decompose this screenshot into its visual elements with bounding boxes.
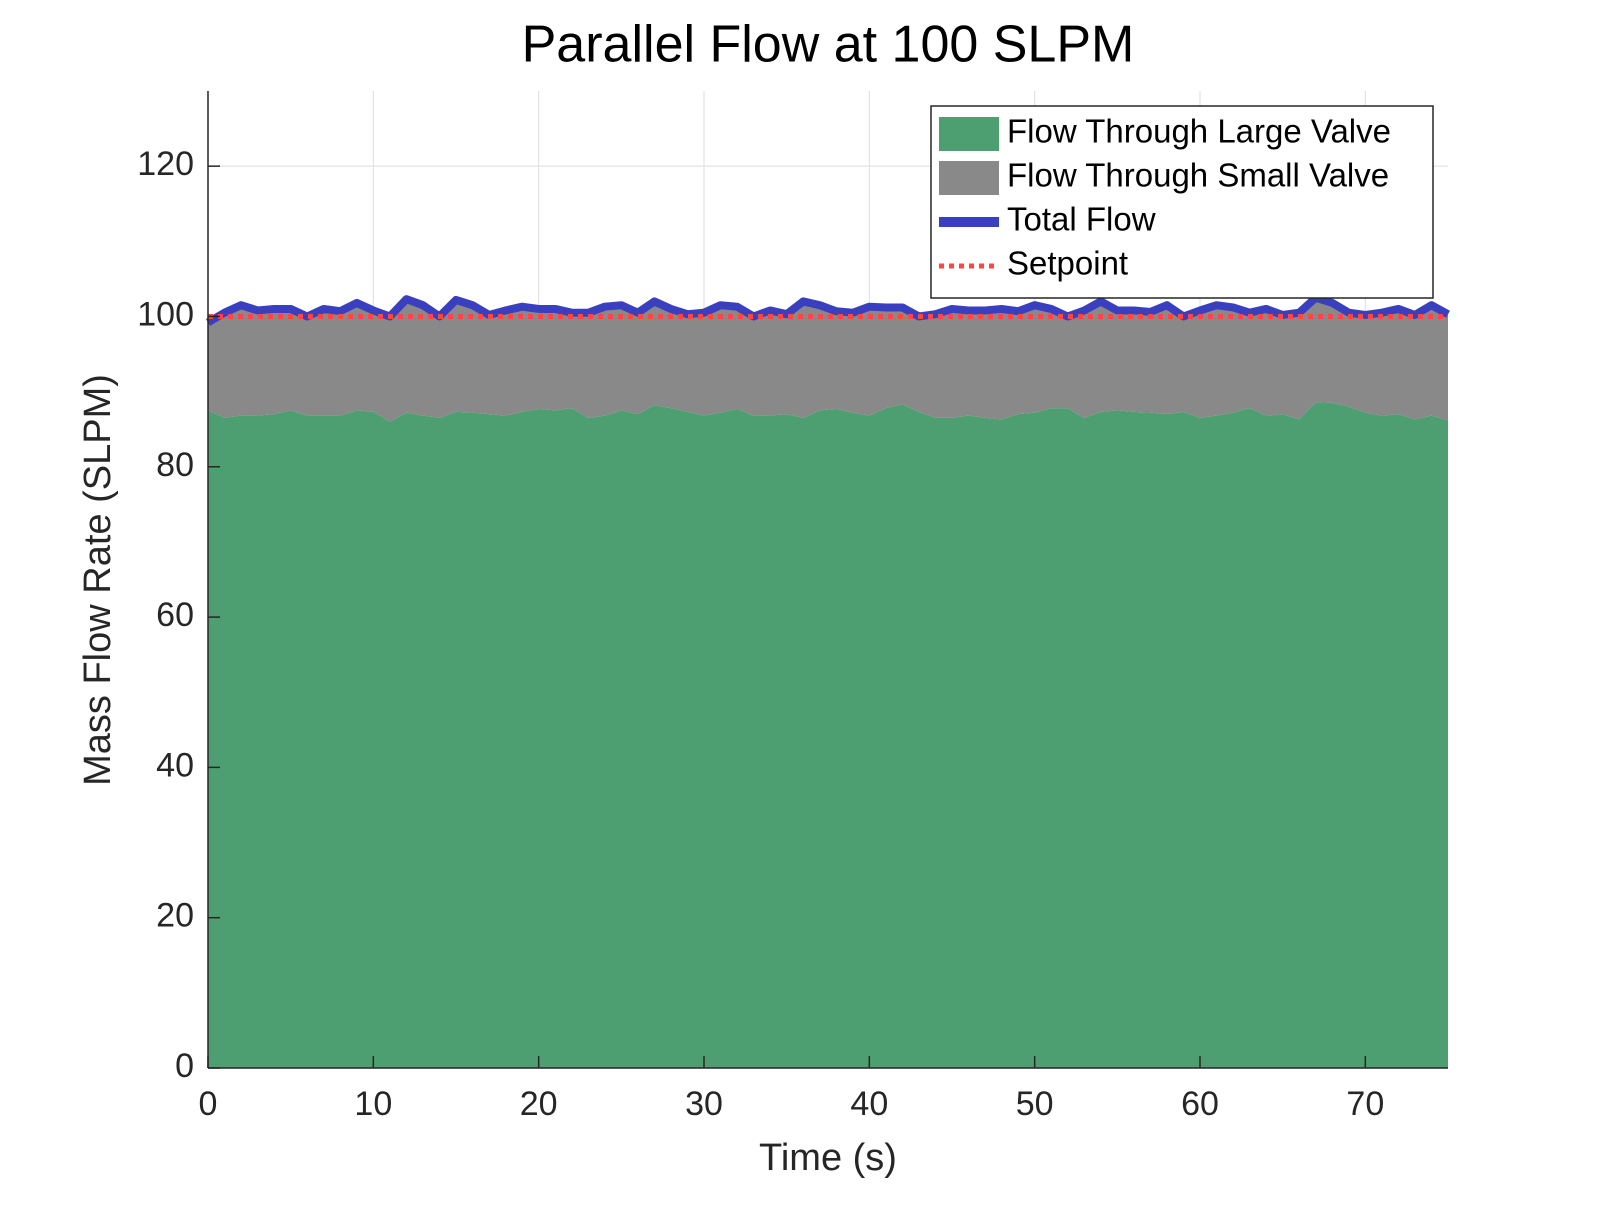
area	[208, 297, 1448, 422]
y-tick-label: 80	[156, 446, 194, 484]
y-tick-label: 100	[137, 295, 194, 333]
legend-label: Flow Through Large Valve	[1007, 113, 1391, 150]
y-tick-label: 0	[175, 1047, 194, 1085]
legend-swatch	[939, 117, 999, 151]
legend: Flow Through Large Valve Flow Through Sma…	[930, 105, 1434, 299]
x-tick-label: 10	[354, 1085, 392, 1123]
legend-swatch	[939, 161, 999, 195]
plot-area	[205, 293, 1450, 1068]
chart-title: Parallel Flow at 100 SLPM	[522, 16, 1135, 74]
x-tick-label: 20	[520, 1085, 558, 1123]
x-tick-label: 40	[850, 1085, 888, 1123]
legend-box	[930, 105, 1434, 299]
x-tick-label: 60	[1181, 1085, 1219, 1123]
y-tick-label: 20	[156, 897, 194, 935]
legend-label: Flow Through Small Valve	[1007, 157, 1389, 194]
x-axis-label: Time (s)	[759, 1137, 897, 1179]
x-tick-label: 0	[199, 1085, 218, 1123]
x-tick-label: 70	[1346, 1085, 1384, 1123]
x-tick-label: 30	[685, 1085, 723, 1123]
axes: 0 10 20 30 40 50 60 70 0 20 40 60 80 100 120	[137, 91, 1448, 1123]
y-axis-label: Mass Flow Rate (SLPM)	[77, 374, 119, 786]
line	[205, 293, 1450, 326]
y-tick-label: 60	[156, 596, 194, 634]
y-tick-label: 40	[156, 746, 194, 784]
area	[208, 402, 1448, 1068]
y-tick-label: 120	[137, 145, 194, 183]
legend-label: Total Flow	[1007, 201, 1156, 238]
legend-label: Setpoint	[1007, 245, 1128, 282]
x-tick-label: 50	[1016, 1085, 1054, 1123]
